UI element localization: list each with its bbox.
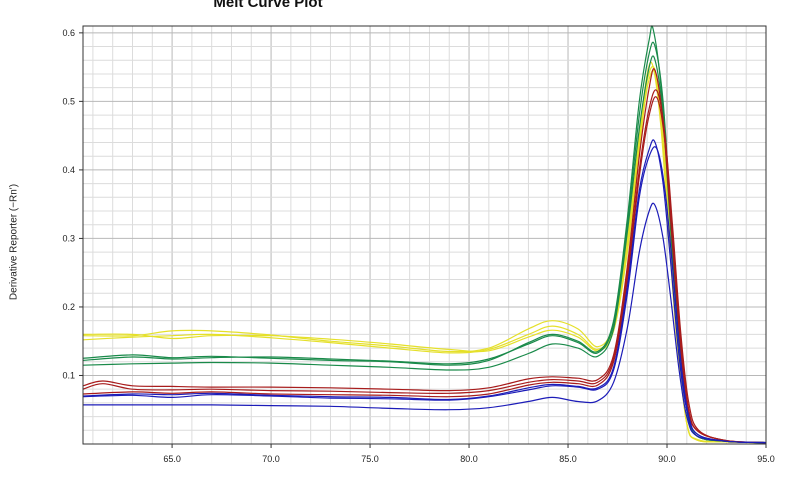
series-line-10 xyxy=(82,139,767,444)
x-tick-label: 65.0 xyxy=(163,454,181,464)
plot-area xyxy=(83,26,766,444)
series-line-12 xyxy=(83,202,767,444)
y-tick-label: 0.6 xyxy=(62,28,75,38)
x-tick-label: 95.0 xyxy=(757,454,775,464)
y-tick-label: 0.2 xyxy=(62,302,75,312)
y-tick-label: 0.5 xyxy=(62,96,75,106)
x-tick-label: 90.0 xyxy=(658,454,676,464)
chart-title: Melt Curve Plot xyxy=(213,0,323,11)
y-tick-label: 0.4 xyxy=(62,165,75,175)
series-line-7 xyxy=(82,68,767,444)
x-tick-label: 85.0 xyxy=(559,454,577,464)
x-tick-label: 80.0 xyxy=(460,454,478,464)
x-tick-label: 75.0 xyxy=(361,454,379,464)
y-tick-label: 0.3 xyxy=(62,233,75,243)
series-line-9 xyxy=(82,96,767,444)
plot-frame xyxy=(82,25,767,445)
series-line-11 xyxy=(82,146,767,444)
series-group xyxy=(82,25,767,444)
tick-labels: 65.0 70.0 75.0 80.0 85.0 90.0 95.0 0.1 0.2 0.3 0.4… xyxy=(62,28,774,464)
y-tick-label: 0.1 xyxy=(62,370,75,380)
x-tick-label: 70.0 xyxy=(262,454,280,464)
